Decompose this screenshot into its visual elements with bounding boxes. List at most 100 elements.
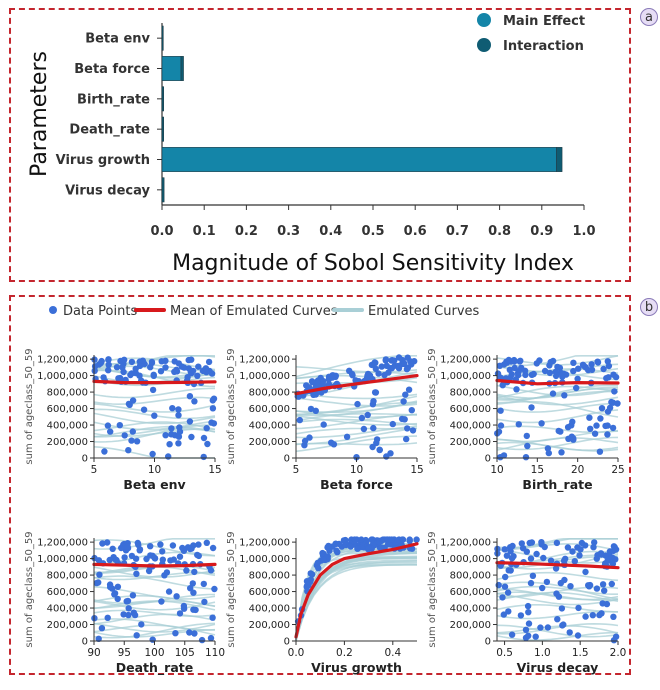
data-point <box>509 542 516 550</box>
data-point <box>589 612 596 619</box>
emulated-curve <box>295 435 418 453</box>
y-tick-label: 1,200,000 <box>37 355 88 366</box>
data-point <box>608 580 615 588</box>
emulated-curve <box>295 442 418 446</box>
data-point <box>404 425 411 432</box>
data-point <box>187 585 194 592</box>
data-point <box>354 545 361 552</box>
data-point <box>303 382 310 389</box>
bar-interaction <box>556 147 563 172</box>
emulated-curve <box>93 387 216 399</box>
data-point <box>601 587 608 594</box>
data-point <box>148 358 156 366</box>
data-point <box>195 541 202 548</box>
data-point <box>504 589 512 596</box>
data-point <box>335 540 343 548</box>
data-point <box>524 442 531 450</box>
data-point <box>163 569 171 576</box>
y-tick-label: 600,000 <box>249 404 290 415</box>
data-point <box>183 567 190 574</box>
data-point <box>577 546 584 553</box>
data-point <box>408 361 415 368</box>
data-point <box>403 435 410 443</box>
data-point <box>564 424 572 431</box>
y-tick-label: 1,000,000 <box>440 554 491 565</box>
x-tick-label: 10 <box>148 464 161 476</box>
legend-label: Interaction <box>503 39 584 54</box>
x-tick-label: 0.5 <box>496 647 513 659</box>
data-point <box>104 539 111 546</box>
data-point <box>371 359 378 366</box>
data-point <box>200 434 208 442</box>
emulated-curve <box>295 418 418 426</box>
y-tick-label: 600,000 <box>47 587 88 598</box>
data-point <box>198 636 206 644</box>
data-point <box>383 453 390 460</box>
data-point <box>149 386 157 394</box>
data-point <box>190 589 197 596</box>
data-point <box>320 421 327 428</box>
x-tick-label: 15 <box>531 464 544 476</box>
data-point <box>98 357 105 365</box>
data-point <box>133 570 140 577</box>
data-point <box>170 556 177 563</box>
data-point <box>495 581 502 589</box>
x-tick-label: 0.1 <box>193 224 216 239</box>
subplot-virus-growth: 0 200,000 400,000 600,000 800,000 1,000,000 1,… <box>226 531 420 675</box>
data-point <box>541 367 549 375</box>
data-point <box>525 620 533 627</box>
y-tick-label: 1,200,000 <box>239 355 290 366</box>
data-point <box>104 614 111 621</box>
data-point <box>186 545 194 553</box>
data-point <box>203 425 210 432</box>
y-tick-label: 400,000 <box>47 604 88 615</box>
data-point <box>518 540 525 547</box>
x-tick-label: 2.0 <box>610 647 627 659</box>
y-axis-title: sum of ageclass_50_59 <box>427 531 438 647</box>
data-point <box>403 366 411 373</box>
data-point <box>505 608 512 615</box>
data-point <box>307 576 314 583</box>
x-tick-label: 10 <box>490 464 503 476</box>
y-tick-label: 800,000 <box>47 571 88 582</box>
subplot-beta-force: 0 200,000 400,000 600,000 800,000 1,000,000 1,… <box>226 348 424 492</box>
data-point <box>111 591 118 598</box>
emulated-curve <box>295 366 418 373</box>
data-point <box>140 406 148 413</box>
data-point <box>319 549 326 557</box>
data-point <box>522 454 530 461</box>
y-tick-label: 0 <box>82 454 88 465</box>
x-tick-label: 0.2 <box>235 224 258 239</box>
data-point <box>125 611 132 619</box>
emulated-curve <box>93 428 216 438</box>
y-tick-label: Virus decay <box>65 183 150 198</box>
data-point <box>598 405 606 412</box>
emulated-curve <box>496 549 619 564</box>
data-point <box>125 605 132 612</box>
data-point <box>106 556 113 564</box>
data-point <box>599 600 606 607</box>
x-tick-label: 0.3 <box>277 224 300 239</box>
data-point <box>195 363 202 370</box>
y-tick-label: 400,000 <box>450 421 491 432</box>
data-point <box>200 580 207 588</box>
data-point <box>579 361 587 368</box>
data-point <box>586 581 594 589</box>
data-point <box>132 555 140 562</box>
y-tick-label: Birth_rate <box>77 92 150 107</box>
data-point <box>596 448 604 455</box>
data-point <box>117 374 124 382</box>
y-tick-label: 200,000 <box>249 437 290 448</box>
data-point <box>388 536 395 543</box>
data-point <box>505 356 512 364</box>
emulated-curve <box>496 571 619 582</box>
data-point <box>552 368 559 376</box>
y-axis-title: sum of ageclass_50_59 <box>427 348 438 464</box>
data-point <box>612 373 620 381</box>
emulated-curve <box>93 403 216 413</box>
x-tick-label: 0.6 <box>404 224 427 239</box>
data-point <box>530 370 537 378</box>
data-point <box>378 363 385 370</box>
y-axis-title: sum of ageclass_50_59 <box>24 531 35 647</box>
data-point <box>326 547 333 554</box>
